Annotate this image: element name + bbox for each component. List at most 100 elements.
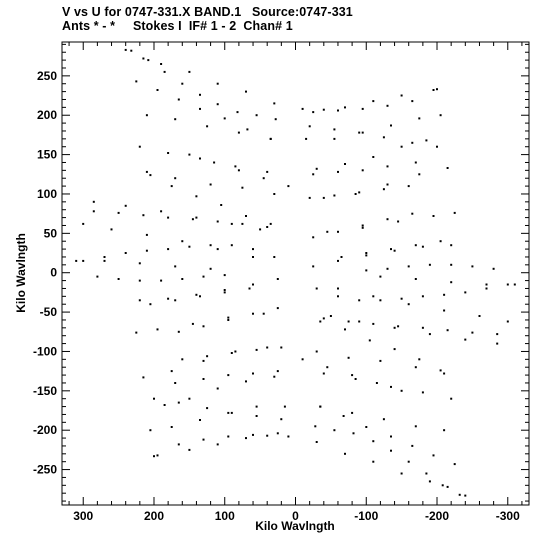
x-axis-label: Kilo Wavlngth [255,519,335,533]
data-point [273,193,276,195]
data-point [149,303,152,306]
data-point [156,89,159,91]
data-point [255,348,258,351]
data-point [202,275,205,278]
data-point [428,263,431,266]
data-point [347,356,350,359]
data-point [195,195,198,198]
data-point [188,245,191,248]
data-point [142,214,145,217]
data-point [174,265,177,268]
data-point [230,352,233,354]
data-point [513,283,516,286]
data-point [372,460,375,463]
data-point [453,211,456,214]
data-point [199,107,201,110]
data-point [372,322,375,325]
data-point [216,387,219,390]
data-point [124,252,127,254]
data-point [216,443,219,446]
data-point [464,291,467,294]
data-point [266,346,269,349]
data-point [142,57,145,60]
data-point [103,259,106,262]
data-point [337,170,339,173]
data-point [237,131,240,134]
data-point [209,183,212,186]
data-point [163,70,166,73]
data-point [167,152,170,154]
data-point [269,137,272,140]
data-point [354,193,357,195]
y-axis-label: Kilo Wavlngth [14,233,28,313]
data-point [245,215,247,217]
data-point [206,125,209,128]
data-point [326,366,329,369]
data-point [386,218,389,221]
data-point [145,233,148,236]
y-tick-label: 100 [37,187,57,201]
data-point [191,322,194,325]
data-point [167,248,170,251]
data-point [206,407,209,410]
data-point [446,485,449,488]
data-point [421,295,424,298]
data-point [337,287,339,290]
data-point [160,63,163,65]
data-point [230,222,233,225]
data-point [273,375,276,378]
data-point [344,163,346,165]
data-point [365,426,368,428]
data-point [206,355,209,358]
data-point [450,397,453,400]
data-point [234,350,237,353]
data-point [372,156,375,158]
data-point [358,191,361,194]
data-point [156,328,159,331]
data-point [496,333,499,336]
y-tick-label: 50 [44,226,58,240]
data-point [82,222,85,225]
data-point [411,212,414,215]
data-point [390,435,392,438]
data-point [130,49,133,52]
data-point [344,452,346,455]
x-tick-label: -200 [425,509,449,523]
data-point [337,230,339,233]
data-point [167,216,170,219]
data-point [188,448,191,451]
data-point [149,429,152,432]
data-point [223,274,226,277]
data-point [202,378,205,380]
data-point [425,139,428,142]
data-point [358,131,361,134]
data-point [227,374,230,377]
data-point [167,297,170,300]
data-point [485,287,488,290]
data-point [354,378,357,380]
data-point [397,220,400,223]
data-point [393,326,396,329]
data-point [202,359,205,362]
data-point [386,104,389,107]
data-point [400,472,403,475]
data-point [439,369,442,372]
chart-title: V vs U for 0747-331.X BAND.1 Source:0747… [62,5,353,19]
data-point [230,244,233,247]
data-point [379,275,382,278]
data-point [149,174,152,177]
data-point [453,463,456,466]
data-point [344,106,346,109]
data-point [506,320,509,323]
data-point [280,418,283,421]
data-point [227,316,230,319]
data-point [326,230,329,233]
data-point [245,437,247,440]
data-point [117,211,120,214]
data-point [188,397,191,400]
data-point [361,169,364,172]
data-point [223,289,226,291]
data-point [471,265,474,268]
data-point [103,256,106,258]
